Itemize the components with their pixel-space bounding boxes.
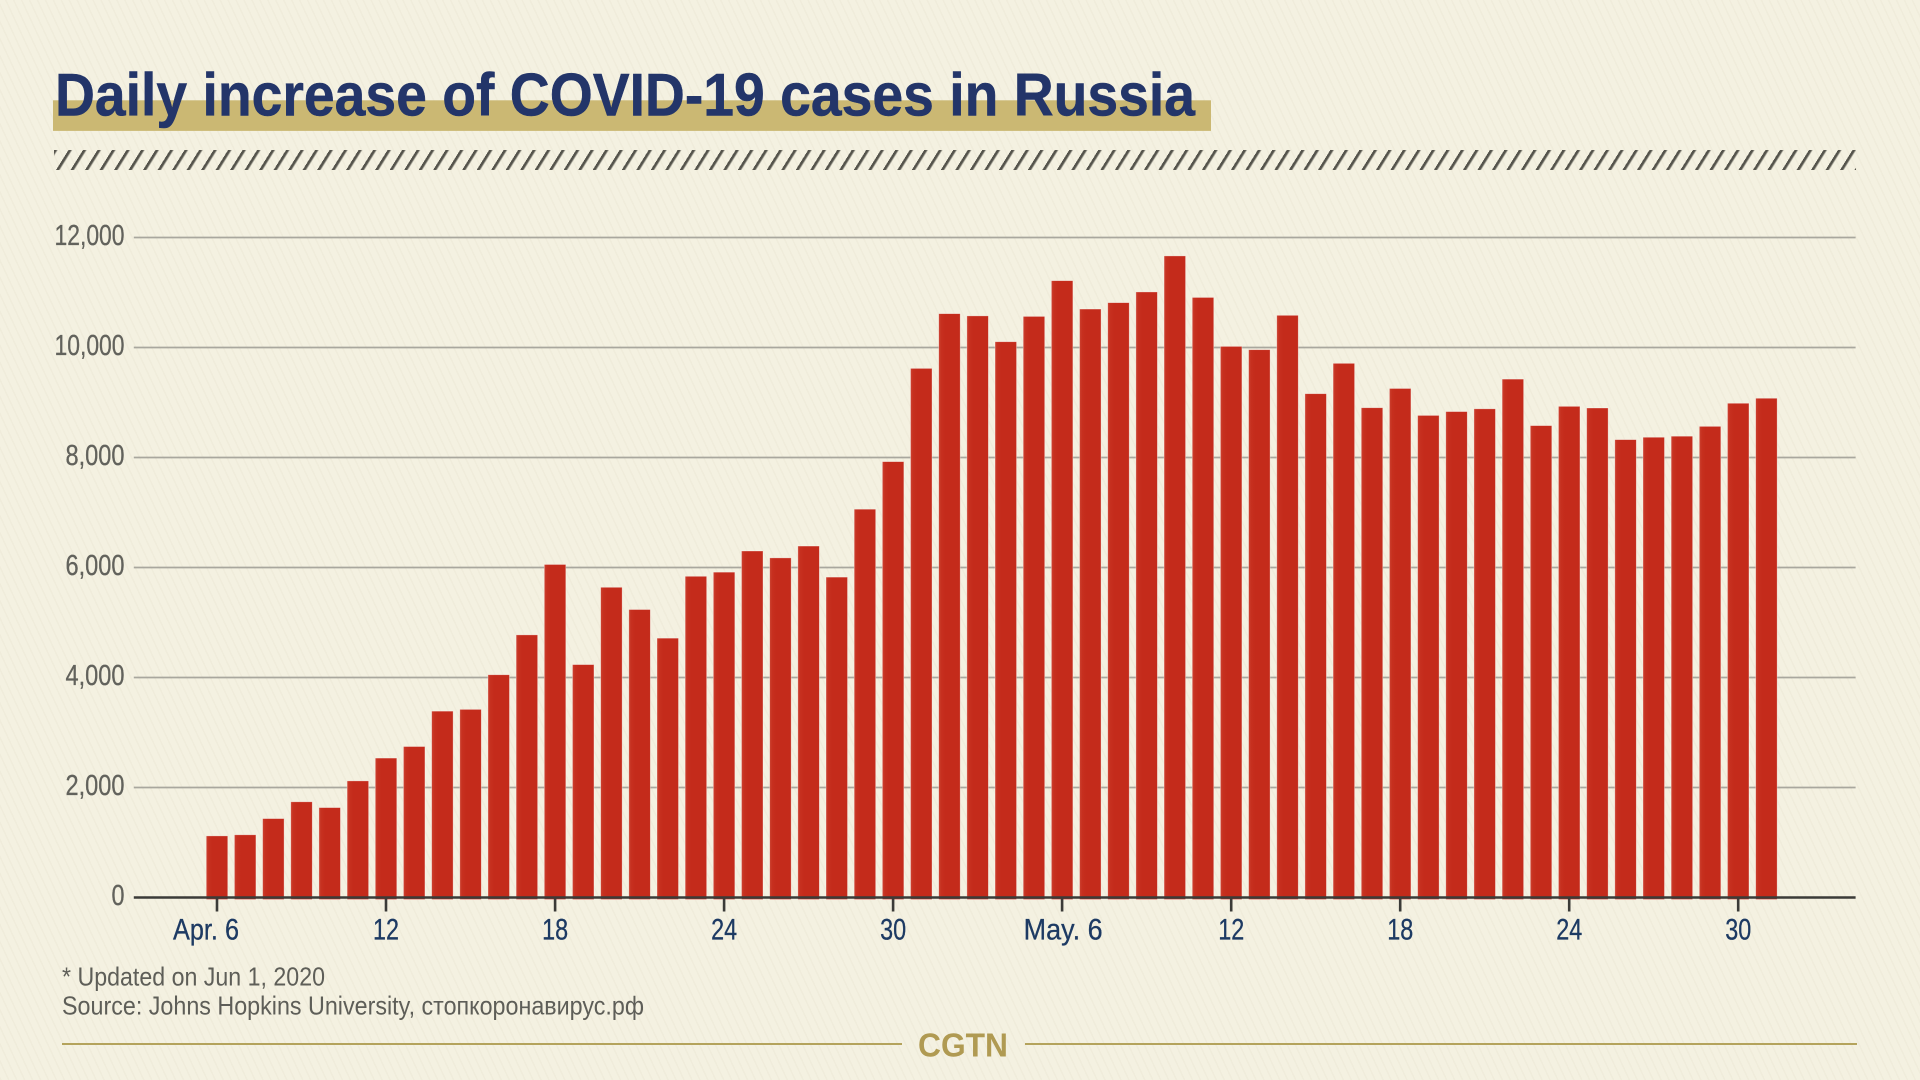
svg-text:24: 24: [711, 914, 737, 947]
svg-text:18: 18: [1387, 914, 1413, 947]
svg-text:4,000: 4,000: [66, 660, 125, 692]
svg-text:May. 6: May. 6: [1024, 914, 1103, 947]
svg-text:Source: Johns Hopkins Universi: Source: Johns Hopkins University, стопко…: [62, 991, 644, 1021]
svg-text:0: 0: [112, 880, 125, 912]
svg-text:12: 12: [373, 914, 399, 947]
svg-text:Daily increase of COVID-19 cas: Daily increase of COVID-19 cases in Russ…: [55, 62, 1196, 129]
svg-text:* Updated on Jun 1, 2020: * Updated on Jun 1, 2020: [62, 962, 325, 992]
svg-text:30: 30: [1725, 914, 1751, 947]
svg-text:8,000: 8,000: [66, 440, 125, 472]
svg-text:30: 30: [880, 914, 906, 947]
svg-text:2,000: 2,000: [66, 770, 125, 802]
svg-text:24: 24: [1556, 914, 1582, 947]
svg-text:18: 18: [542, 914, 568, 947]
svg-text:6,000: 6,000: [66, 550, 125, 582]
svg-text:Apr. 6: Apr. 6: [173, 914, 239, 947]
svg-text:CGTN: CGTN: [918, 1027, 1008, 1064]
svg-text:12: 12: [1218, 914, 1244, 947]
svg-text:12,000: 12,000: [55, 220, 125, 252]
svg-text:10,000: 10,000: [55, 330, 125, 362]
